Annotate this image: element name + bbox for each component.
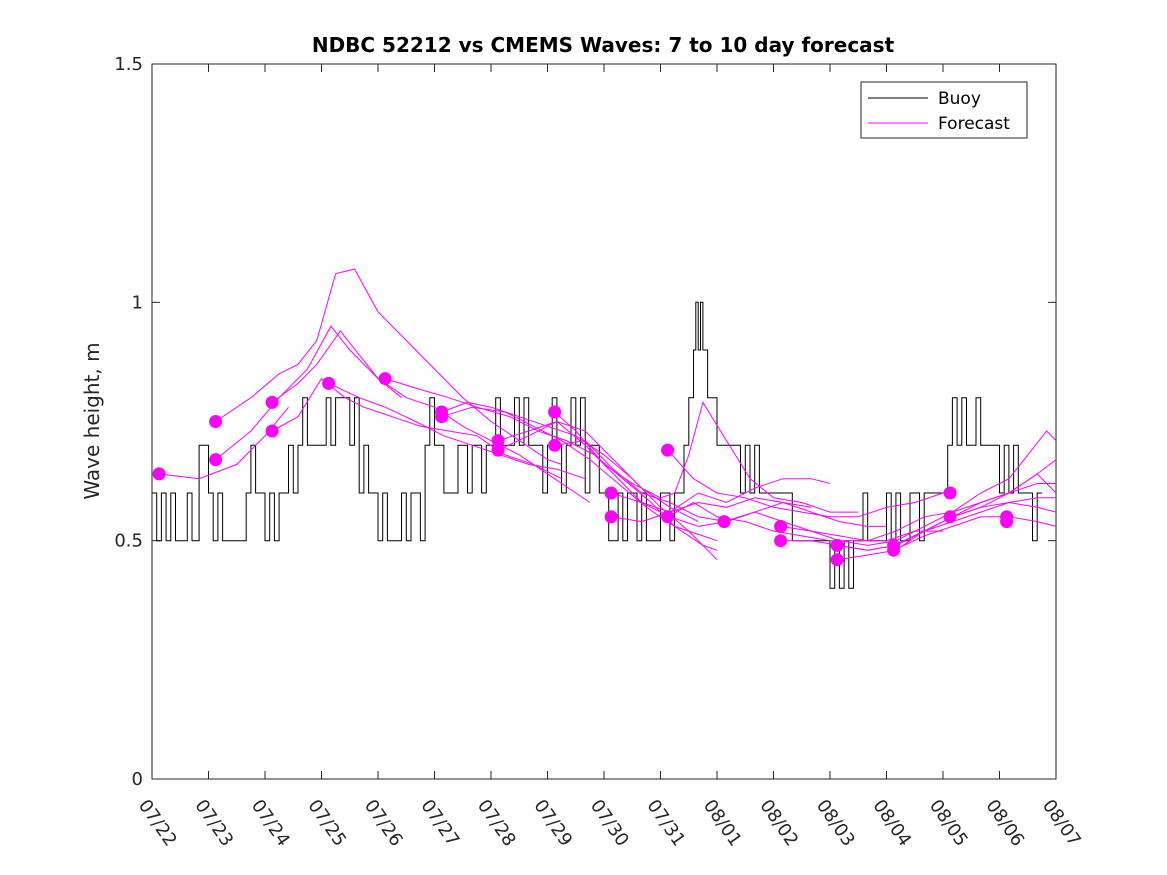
x-tick-label: 08/05 [925,796,972,851]
axes-box [151,63,1057,780]
forecast-series-line [893,516,1057,551]
x-tick-label: 08/07 [1038,796,1085,851]
forecast-marker [887,543,901,557]
forecast-marker [661,443,675,457]
forecast-series-line [271,330,402,403]
forecast-marker [604,510,618,524]
forecast-series-line [610,478,831,513]
forecast-marker [661,510,675,524]
legend-buoy-label: Buoy [938,89,981,109]
x-tick-label: 08/04 [868,796,915,851]
forecast-marker [774,534,788,548]
forecast-marker [378,372,392,386]
forecast-series-line [780,430,1057,546]
forecast-series-line [215,268,562,465]
x-tick-label: 07/23 [190,796,237,851]
forecast-marker [943,510,957,524]
legend-forecast-label: Forecast [938,114,1010,134]
x-tick-label: 07/22 [134,796,181,851]
forecast-marker [491,434,505,448]
forecast-marker [604,486,618,500]
x-tick-label: 07/29 [529,796,576,851]
forecast-marker [322,376,336,390]
x-tick-label: 07/24 [247,796,294,851]
y-axis-label: Wave height, m [80,342,104,499]
forecast-series-line [497,420,727,527]
y-tick-label: 1.5 [114,54,143,75]
forecast-marker [548,438,562,452]
forecast-marker [491,443,505,457]
forecast-series-line [328,382,586,480]
forecast-marker [435,410,449,424]
forecast-marker [265,424,279,438]
chart-title: NDBC 52212 vs CMEMS Waves: 7 to 10 day f… [312,33,895,57]
x-tick-label: 07/30 [586,796,633,851]
forecast-series-line [611,497,887,527]
x-tick-label: 08/03 [812,796,859,851]
legend: Buoy Forecast [860,81,1028,139]
forecast-marker [209,453,223,467]
x-tick-label: 07/26 [360,796,407,851]
forecast-marker [943,486,957,500]
forecast-series-line [271,377,562,480]
forecast-series-line [441,406,718,542]
x-tick-label: 08/02 [755,796,802,851]
forecast-marker [717,515,731,529]
plot-area: 00.511.507/22 07/23 07/24 07/25 07/26 07/27 07… [114,54,1085,850]
forecast-marker [209,415,223,428]
y-tick-label: 1 [132,292,143,313]
forecast-series-line [667,501,943,542]
forecast-marker [830,538,844,552]
y-tick-label: 0.5 [114,531,143,552]
x-tick-label: 07/25 [303,796,350,851]
forecast-series-line [667,449,944,518]
forecast-marker [152,467,166,481]
x-tick-label: 08/01 [699,796,746,851]
x-tick-label: 07/28 [473,796,520,851]
forecast-marker [774,519,788,533]
legend-box [860,81,1028,139]
x-tick-label: 07/27 [416,796,463,851]
x-tick-label: 08/06 [981,796,1028,851]
y-tick-label: 0 [132,769,143,790]
forecast-series-line [554,440,812,523]
forecast-marker [265,395,279,409]
forecast-marker [548,405,562,419]
forecast-marker [1000,515,1014,529]
forecast-series-line [893,501,1057,546]
forecast-series-line [554,401,859,513]
forecast-marker [830,553,844,567]
forecast-series-line [497,420,699,523]
forecast-series-line [215,325,591,503]
x-tick-label: 07/31 [642,796,689,851]
